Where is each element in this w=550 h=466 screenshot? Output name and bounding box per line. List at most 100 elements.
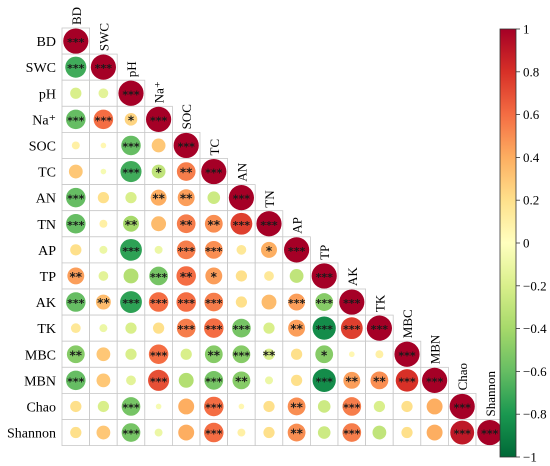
row-label-11: TK bbox=[37, 322, 56, 337]
significance-12-3: *** bbox=[150, 349, 168, 362]
corr-circle-11-3 bbox=[152, 322, 165, 334]
corr-circle-5-1 bbox=[100, 168, 107, 175]
corr-circle-9-6 bbox=[235, 270, 248, 282]
significance-10-3: *** bbox=[150, 297, 168, 310]
colorbar-tick-label-10: −1 bbox=[523, 450, 537, 465]
row-label-9: TP bbox=[40, 270, 57, 285]
corr-circle-13-1 bbox=[96, 373, 111, 388]
cell-4-3 bbox=[144, 131, 173, 159]
significance-0-0: *** bbox=[67, 36, 85, 49]
significance-12-0: ** bbox=[70, 348, 83, 362]
corr-circle-9-4 bbox=[176, 266, 196, 286]
corr-circle-10-4 bbox=[176, 292, 196, 312]
row-label-13: MBN bbox=[24, 374, 56, 389]
corr-circle-15-15 bbox=[477, 419, 503, 446]
significance-7-6: *** bbox=[233, 219, 251, 232]
significance-3-0: *** bbox=[67, 114, 85, 127]
row-label-8: AP bbox=[38, 244, 56, 259]
row-label-5: TC bbox=[38, 166, 56, 181]
corr-circle-11-4 bbox=[176, 318, 196, 338]
corr-circle-10-2 bbox=[120, 291, 142, 313]
significance-11-9: *** bbox=[316, 323, 334, 336]
corr-circle-12-12 bbox=[394, 341, 420, 367]
corr-circle-13-5 bbox=[204, 371, 224, 390]
corr-circle-14-0 bbox=[70, 400, 82, 413]
significance-9-4: ** bbox=[180, 270, 193, 284]
corr-circle-7-2 bbox=[123, 215, 139, 232]
corr-circle-14-14 bbox=[449, 393, 475, 420]
corr-circle-7-7 bbox=[256, 211, 282, 237]
corr-circle-4-1 bbox=[100, 142, 107, 149]
corr-circle-13-11 bbox=[370, 371, 389, 390]
corr-circle-11-6 bbox=[232, 318, 251, 338]
corr-circle-13-0 bbox=[66, 370, 86, 391]
corr-circle-13-2 bbox=[126, 375, 136, 386]
significance-12-12: *** bbox=[398, 349, 416, 362]
corr-circle-9-7 bbox=[264, 271, 274, 281]
corr-circle-7-0 bbox=[66, 213, 86, 234]
significance-12-7: ** bbox=[263, 348, 276, 362]
corr-circle-10-5 bbox=[204, 292, 224, 312]
corr-circle-15-13 bbox=[426, 424, 443, 441]
corr-circle-11-8 bbox=[288, 319, 306, 337]
corr-circle-10-6 bbox=[235, 296, 248, 308]
corr-circle-8-8 bbox=[284, 237, 310, 263]
corr-circle-15-11 bbox=[372, 425, 387, 440]
significance-10-9: *** bbox=[316, 297, 334, 310]
colorbar-tick-label-1: 0.8 bbox=[523, 64, 539, 79]
significance-4-2: *** bbox=[122, 140, 140, 153]
corr-circle-9-3 bbox=[149, 266, 168, 286]
row-label-2: pH bbox=[39, 87, 56, 102]
column-label-7: TN bbox=[262, 190, 277, 208]
corr-circle-4-3 bbox=[151, 138, 166, 153]
significance-15-8: ** bbox=[290, 427, 303, 441]
corr-circle-6-6 bbox=[228, 185, 254, 211]
significance-3-1: *** bbox=[95, 114, 113, 127]
corr-circle-4-4 bbox=[173, 132, 199, 159]
corr-circle-6-4 bbox=[177, 189, 195, 207]
corr-circle-13-3 bbox=[148, 369, 170, 391]
corr-circle-8-4 bbox=[176, 240, 196, 260]
corr-circle-5-3 bbox=[151, 164, 166, 179]
corr-circle-12-10 bbox=[348, 351, 355, 358]
corr-circle-2-2 bbox=[118, 80, 144, 106]
corr-circle-14-4 bbox=[178, 398, 195, 415]
corr-circle-13-10 bbox=[343, 371, 361, 389]
column-label-8: AP bbox=[290, 217, 305, 234]
corr-circle-6-0 bbox=[66, 187, 86, 208]
corr-circle-15-3 bbox=[154, 428, 163, 437]
significance-1-1: *** bbox=[95, 62, 113, 75]
significance-9-5: * bbox=[211, 270, 218, 284]
significance-8-8: *** bbox=[288, 245, 306, 258]
significance-8-7: * bbox=[266, 244, 273, 258]
corr-circle-12-11 bbox=[375, 350, 384, 359]
column-label-14: Chao bbox=[455, 363, 470, 390]
corr-circle-14-1 bbox=[97, 400, 110, 413]
correlation-circles: ****** ********* *** * ****** ****** * ** ******… bbox=[63, 28, 503, 446]
corr-circle-15-12 bbox=[401, 426, 413, 439]
colorbar-tick-label-0: 1 bbox=[523, 22, 530, 37]
corr-circle-15-2 bbox=[121, 423, 141, 442]
significance-10-8: *** bbox=[288, 297, 306, 310]
corr-circle-10-0 bbox=[66, 292, 86, 312]
row-label-12: MBC bbox=[25, 348, 56, 363]
significance-12-9: * bbox=[321, 348, 328, 362]
corr-circle-9-5 bbox=[205, 267, 223, 285]
significance-8-5: *** bbox=[205, 245, 223, 258]
row-label-3: Na⁺ bbox=[32, 113, 56, 128]
significance-13-12: *** bbox=[398, 375, 416, 388]
significance-7-4: ** bbox=[180, 218, 193, 232]
corr-circle-11-11 bbox=[366, 315, 392, 341]
corr-circle-10-7 bbox=[261, 294, 277, 310]
corr-circle-12-4 bbox=[180, 348, 192, 360]
corr-circle-13-6 bbox=[232, 371, 251, 390]
significance-10-1: ** bbox=[97, 296, 110, 310]
corr-circle-12-2 bbox=[125, 348, 137, 360]
corr-circle-11-10 bbox=[340, 317, 363, 340]
corr-circle-15-7 bbox=[263, 426, 275, 439]
significance-3-3: *** bbox=[150, 114, 168, 127]
significance-4-4: *** bbox=[178, 140, 196, 153]
corr-circle-14-5 bbox=[204, 396, 224, 417]
corr-circle-7-5 bbox=[204, 214, 223, 233]
corr-circle-15-9 bbox=[317, 426, 331, 439]
